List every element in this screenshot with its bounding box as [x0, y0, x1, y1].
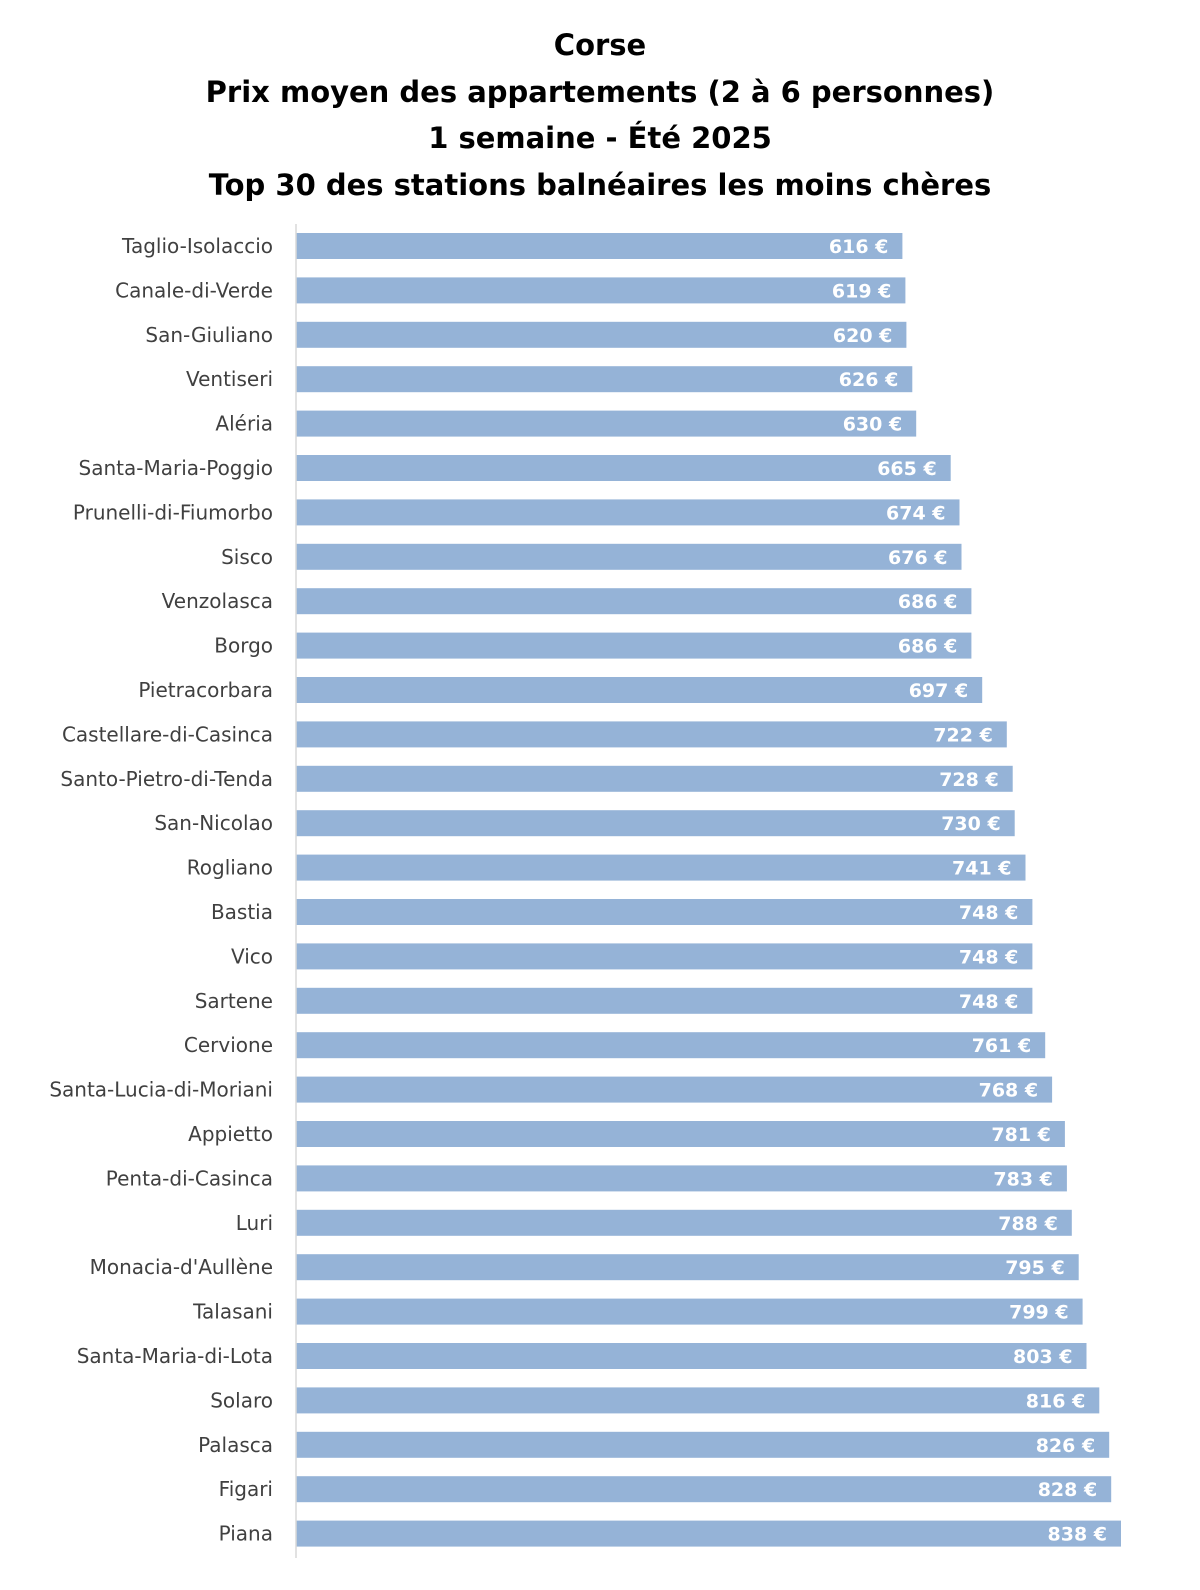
- category-label-2: Canale-di-Verde: [115, 278, 273, 302]
- bar-13: [296, 765, 1013, 792]
- category-label-14: San-Nicolao: [154, 811, 273, 835]
- bar-6: [296, 455, 951, 481]
- category-label-12: Castellare-di-Casinca: [62, 722, 273, 746]
- category-label-30: Piana: [219, 1522, 273, 1546]
- bar-5: [296, 410, 917, 437]
- bar-10: [296, 632, 972, 659]
- title-line-4: Top 30 des stations balnéaires les moins…: [208, 167, 992, 202]
- value-label-20: 768 €: [979, 1080, 1039, 1102]
- category-label-23: Luri: [236, 1211, 273, 1235]
- category-label-17: Vico: [231, 944, 273, 968]
- bar-26: [296, 1343, 1087, 1369]
- value-label-3: 620 €: [833, 325, 893, 347]
- value-label-23: 788 €: [998, 1213, 1058, 1235]
- value-label-8: 676 €: [888, 547, 948, 569]
- bar-22: [296, 1165, 1067, 1192]
- value-label-14: 730 €: [941, 813, 1001, 835]
- category-label-19: Cervione: [184, 1033, 273, 1057]
- bar-21: [296, 1121, 1065, 1147]
- value-label-28: 826 €: [1036, 1435, 1096, 1457]
- title-line-3: 1 semaine - Été 2025: [428, 121, 772, 155]
- bar-8: [296, 543, 962, 570]
- category-label-1: Taglio-Isolaccio: [121, 234, 273, 258]
- value-label-7: 674 €: [886, 502, 946, 524]
- bar-1: [296, 233, 903, 259]
- bar-11: [296, 677, 983, 703]
- bars-group: Taglio-Isolaccio 616 € Canale-di-Verde 619 …: [49, 233, 1121, 1547]
- category-label-10: Borgo: [214, 634, 273, 658]
- value-label-19: 761 €: [972, 1035, 1032, 1057]
- chart-title: Corse Prix moyen des appartements (2 à 6…: [0, 22, 1200, 208]
- bar-25: [296, 1298, 1083, 1325]
- bar-28: [296, 1431, 1110, 1458]
- bar-20: [296, 1076, 1053, 1103]
- category-label-3: San-Giuliano: [145, 323, 273, 347]
- value-label-24: 795 €: [1005, 1257, 1065, 1279]
- value-label-26: 803 €: [1013, 1346, 1073, 1368]
- category-label-28: Palasca: [198, 1433, 273, 1457]
- value-label-13: 728 €: [939, 769, 999, 791]
- value-label-9: 686 €: [898, 591, 958, 613]
- bar-2: [296, 277, 906, 304]
- value-label-30: 838 €: [1048, 1524, 1108, 1546]
- bar-3: [296, 321, 907, 348]
- bar-30: [296, 1520, 1121, 1547]
- category-label-9: Venzolasca: [162, 589, 273, 613]
- category-label-22: Penta-di-Casinca: [106, 1166, 273, 1190]
- value-label-27: 816 €: [1026, 1390, 1086, 1412]
- value-label-10: 686 €: [898, 636, 958, 658]
- category-label-6: Santa-Maria-Poggio: [79, 456, 273, 480]
- category-label-24: Monacia-d'Aullène: [90, 1255, 273, 1279]
- value-label-17: 748 €: [959, 946, 1019, 968]
- category-label-20: Santa-Lucia-di-Moriani: [49, 1078, 273, 1102]
- value-label-12: 722 €: [933, 724, 993, 746]
- bar-18: [296, 987, 1033, 1014]
- bar-27: [296, 1387, 1100, 1414]
- value-label-18: 748 €: [959, 991, 1019, 1013]
- category-label-29: Figari: [219, 1477, 273, 1501]
- category-label-25: Talasani: [192, 1300, 273, 1324]
- category-label-27: Solaro: [210, 1388, 273, 1412]
- category-label-5: Aléria: [215, 412, 273, 436]
- bar-7: [296, 499, 960, 526]
- value-label-5: 630 €: [843, 414, 903, 436]
- value-label-2: 619 €: [832, 280, 892, 302]
- category-label-13: Santo-Pietro-di-Tenda: [60, 767, 273, 791]
- value-label-21: 781 €: [991, 1124, 1051, 1146]
- value-label-22: 783 €: [993, 1168, 1053, 1190]
- bar-23: [296, 1209, 1072, 1236]
- title-line-2: Prix moyen des appartements (2 à 6 perso…: [205, 74, 995, 109]
- category-label-16: Bastia: [211, 900, 273, 924]
- category-label-15: Rogliano: [187, 856, 273, 880]
- bar-19: [296, 1032, 1046, 1059]
- title-line-1: Corse: [553, 28, 647, 62]
- category-label-7: Prunelli-di-Fiumorbo: [73, 500, 273, 524]
- value-label-4: 626 €: [839, 369, 899, 391]
- category-label-4: Ventiseri: [186, 367, 273, 391]
- bar-16: [296, 899, 1033, 925]
- value-label-25: 799 €: [1009, 1302, 1069, 1324]
- category-label-21: Appietto: [188, 1122, 273, 1146]
- bar-29: [296, 1476, 1112, 1503]
- value-label-16: 748 €: [959, 902, 1019, 924]
- value-label-29: 828 €: [1038, 1479, 1098, 1501]
- bar-9: [296, 588, 972, 615]
- bar-15: [296, 854, 1026, 881]
- bar-12: [296, 721, 1007, 748]
- category-label-8: Sisco: [221, 545, 273, 569]
- bar-24: [296, 1254, 1079, 1281]
- bar-4: [296, 366, 913, 393]
- value-label-6: 665 €: [877, 458, 937, 480]
- value-label-11: 697 €: [909, 680, 969, 702]
- bar-14: [296, 810, 1015, 837]
- bar-17: [296, 943, 1033, 970]
- category-label-18: Sartene: [195, 989, 273, 1013]
- category-label-26: Santa-Maria-di-Lota: [77, 1344, 273, 1368]
- value-label-15: 741 €: [952, 858, 1012, 880]
- value-label-1: 616 €: [829, 236, 889, 258]
- category-label-11: Pietracorbara: [138, 678, 273, 702]
